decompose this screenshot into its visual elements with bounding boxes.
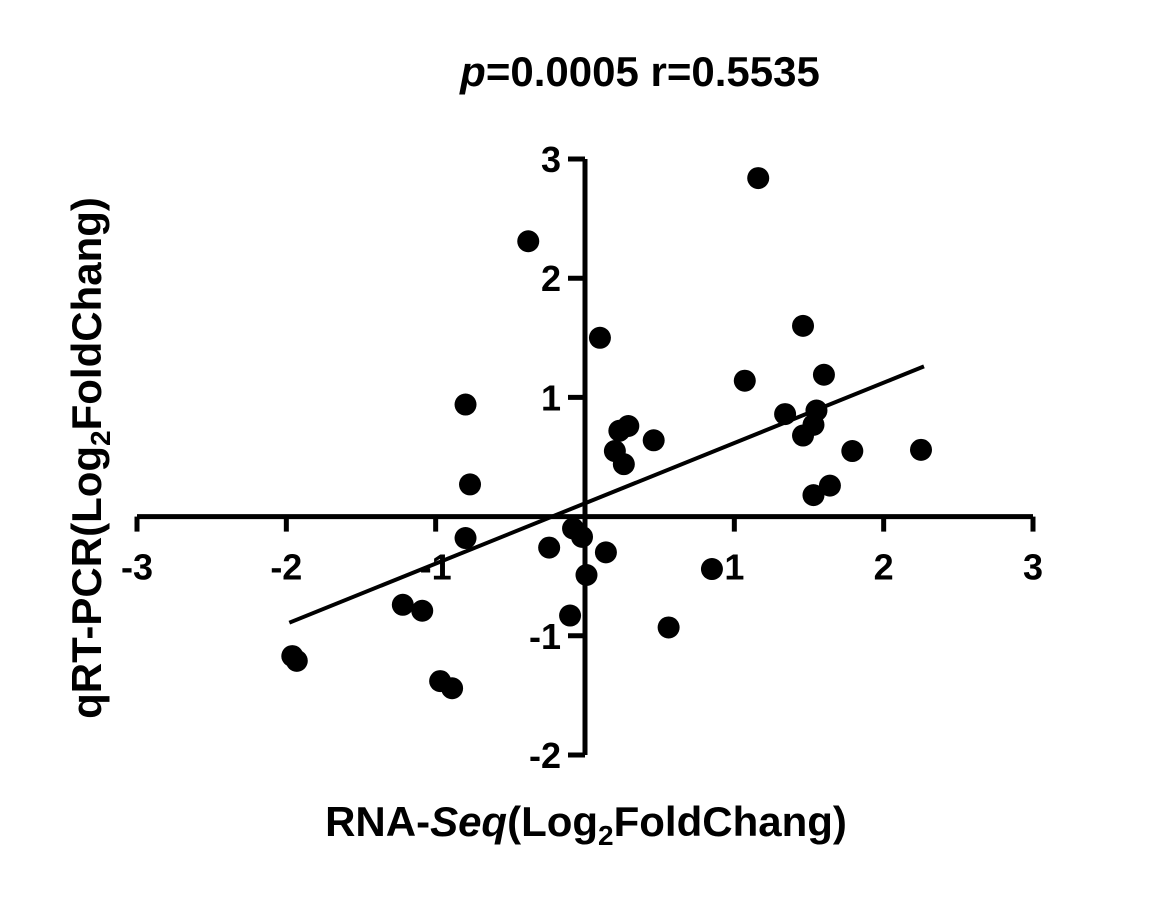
data-point [454,527,477,550]
data-point [391,593,414,616]
x-axis-label-open: (Log [507,798,598,845]
x-tick-label: -3 [121,547,153,588]
x-tick-label: 1 [724,547,744,588]
data-point [910,438,932,461]
chart-title: p=0.0005 r=0.5535 [459,48,820,95]
data-point [802,484,825,507]
x-tick-label: -2 [270,547,302,588]
x-tick-label: 3 [1023,547,1043,588]
data-point [441,677,464,700]
x-tick-label: 2 [874,547,894,588]
y-axis-label-subscript: 2 [85,430,116,446]
data-points [281,167,932,700]
data-point [411,599,434,622]
y-tick-label: 3 [541,139,561,180]
x-axis-label-suffix: FoldChang) [614,798,847,845]
data-point [792,424,815,447]
data-point [733,369,756,392]
data-point [571,525,594,548]
data-point [841,440,864,463]
y-tick-label: -1 [529,616,561,657]
y-axis-label-prefix: qRT-PCR(Log [63,446,110,719]
data-point [517,230,540,253]
title-p-value: =0.0005 [486,48,639,95]
y-axis-label-suffix: FoldChang) [63,197,110,430]
data-point [459,473,482,496]
data-point [559,604,582,627]
data-point [642,429,665,452]
data-point [575,564,598,587]
title-p-symbol: p [459,48,486,95]
x-axis-label-italic: Seq [430,798,507,845]
data-point [538,536,561,559]
data-point [612,453,635,476]
data-point [700,558,723,581]
data-point [792,314,815,337]
data-point [657,616,680,639]
data-point [818,474,841,497]
data-point [608,419,631,442]
y-tick-label: 1 [541,377,561,418]
title-r-value: r=0.5535 [639,48,820,95]
y-tick-label: 2 [541,258,561,299]
y-tick-label: -2 [529,735,561,776]
data-point [588,326,611,349]
data-point [774,403,797,426]
x-axis-label: RNA-Seq(Log2FoldChang) [325,798,847,851]
data-point [594,541,617,564]
data-point [747,167,770,190]
x-axis-label-subscript: 2 [598,820,614,851]
y-axis-label: qRT-PCR(Log2FoldChang) [63,197,116,719]
data-point [812,363,835,386]
x-axis-label-prefix: RNA- [325,798,430,845]
data-point [285,649,308,672]
data-point [454,393,477,416]
